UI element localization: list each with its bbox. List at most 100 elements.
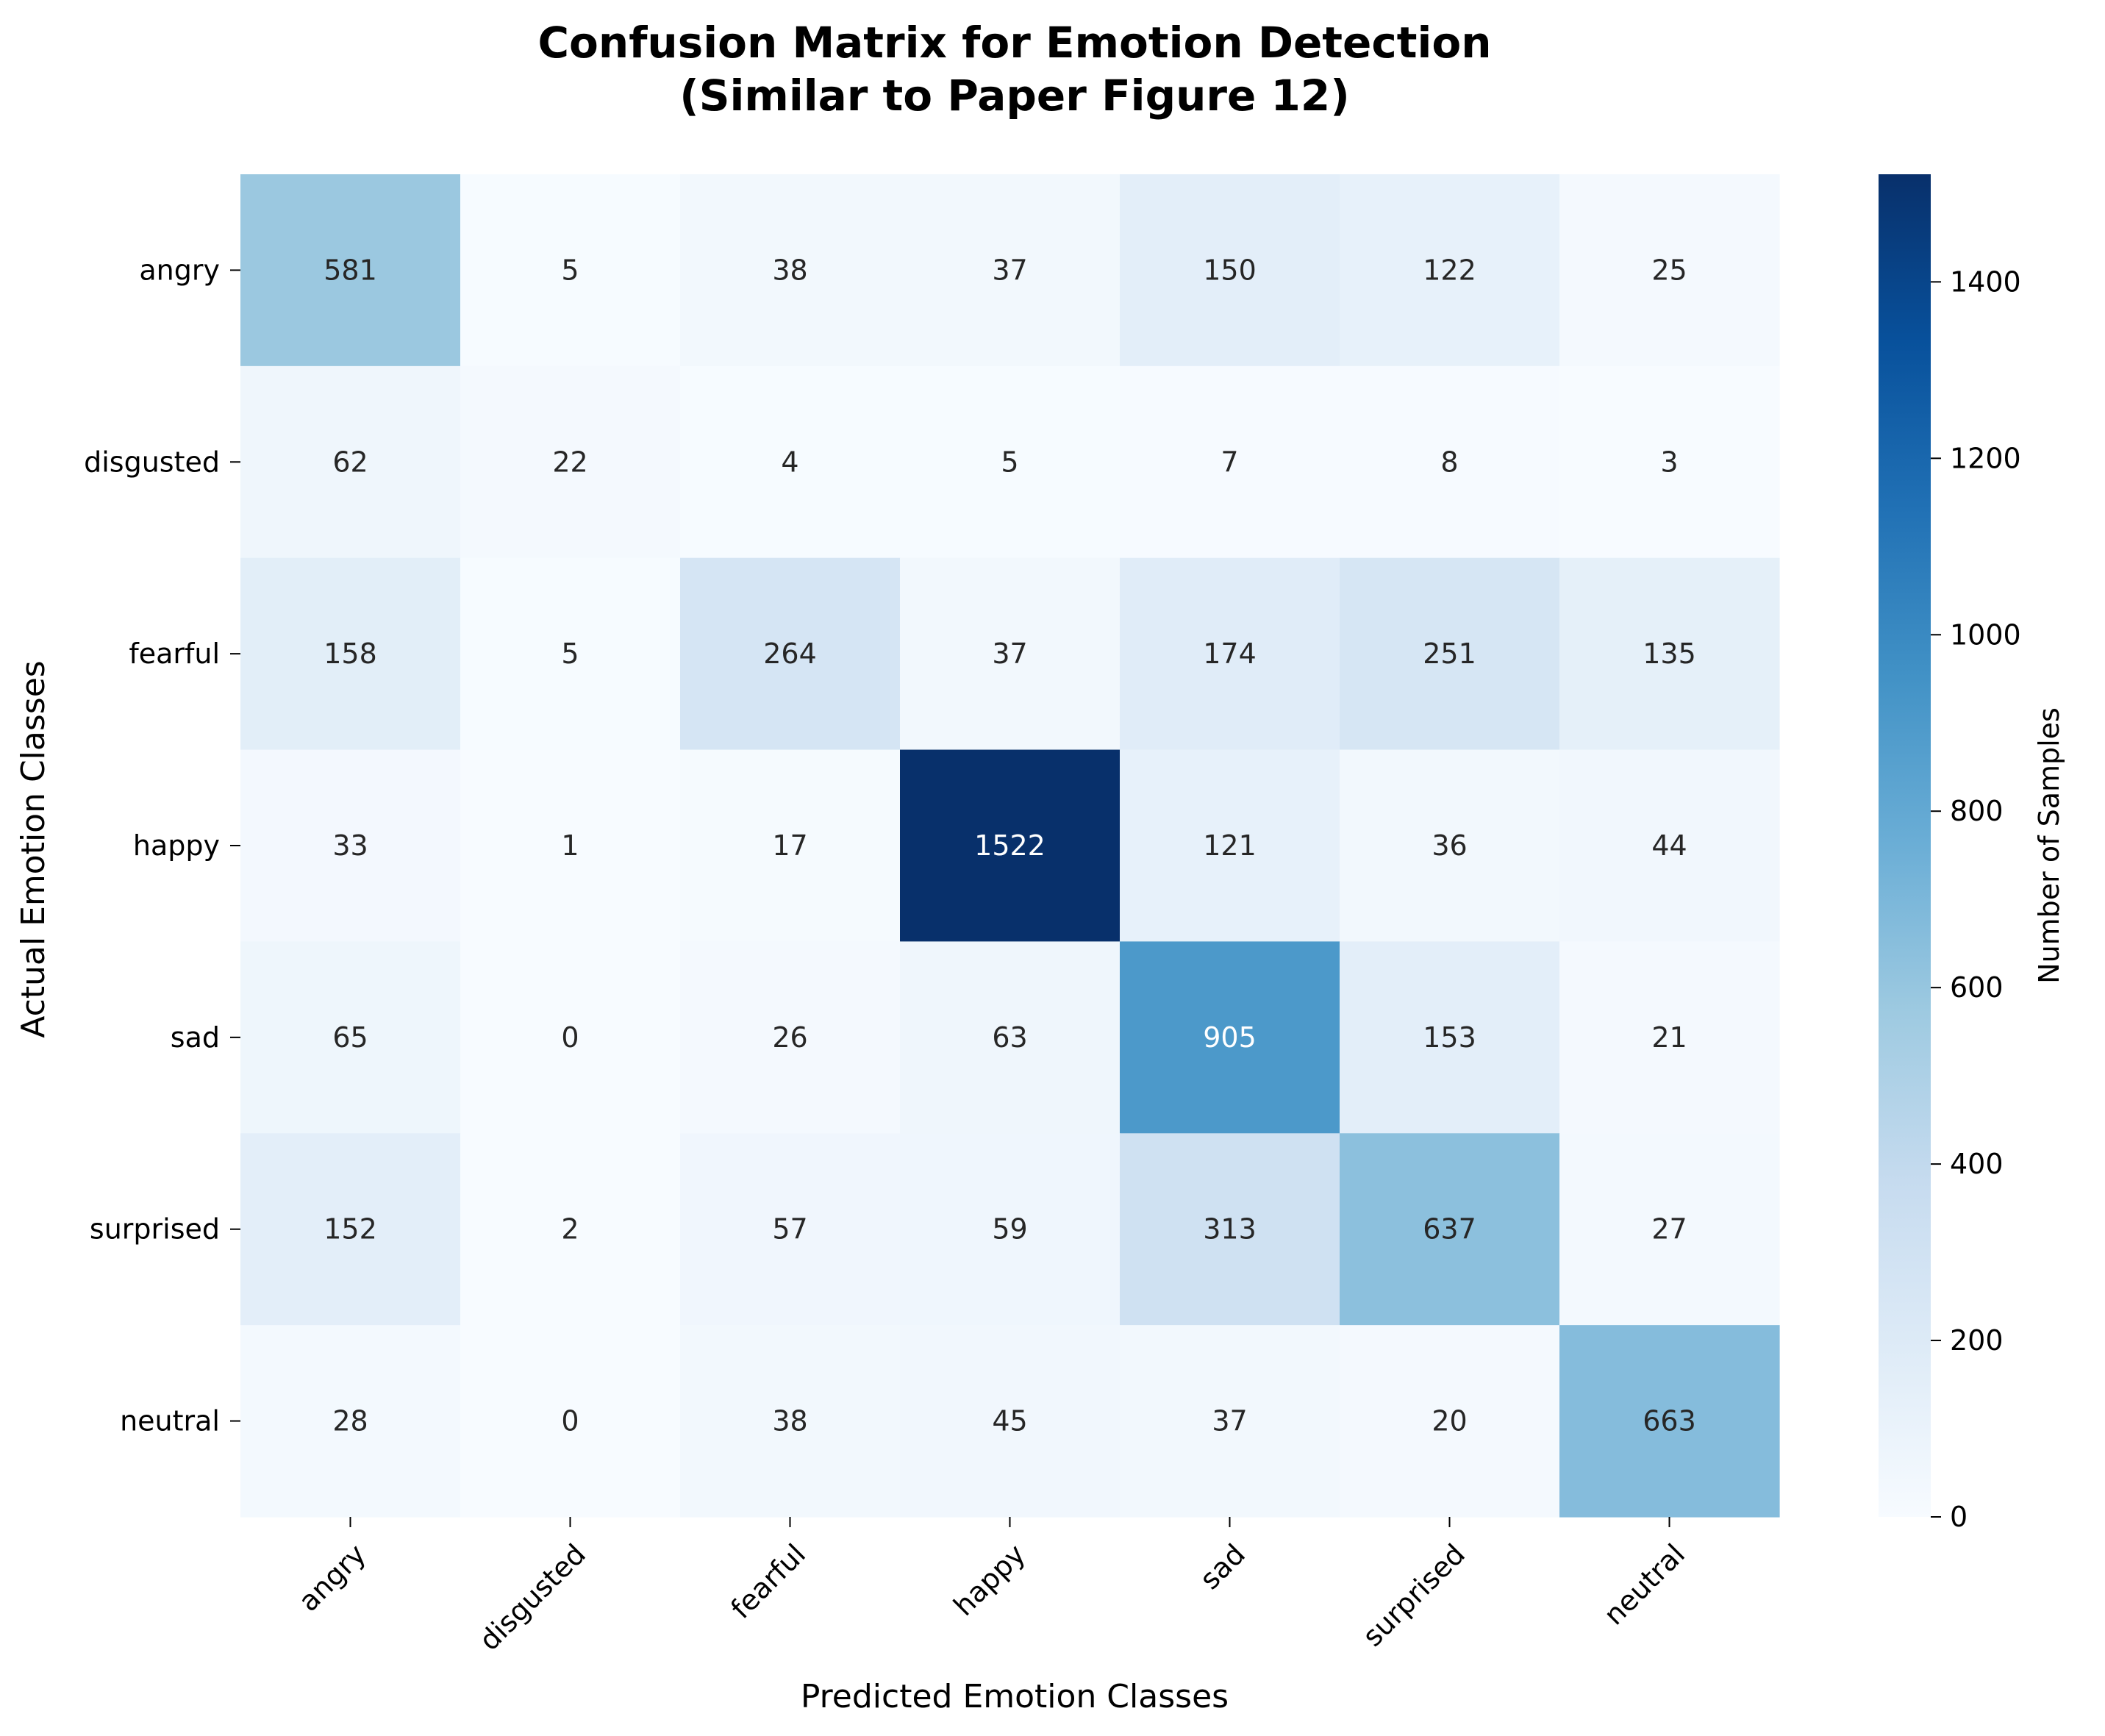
heatmap-cell [1340,557,1560,751]
heatmap-cell [900,557,1121,751]
colorbar-tick-label: 1000 [1950,618,2021,651]
heatmap-cell [240,365,461,559]
heatmap-cell [1559,365,1780,559]
cell-value-label: 1 [561,829,579,862]
cell-value-label: 38 [772,1405,807,1437]
cell-value-label: 158 [324,637,377,670]
cell-value-label: 38 [772,254,807,286]
y-tick-label: angry [139,254,220,286]
heatmap-cell [1559,941,1780,1134]
cell-value-label: 33 [332,829,368,862]
cell-value-label: 22 [552,446,587,478]
cell-value-label: 37 [992,637,1027,670]
heatmap-cell [900,365,1121,559]
heatmap-cell [680,941,901,1134]
colorbar-tick-label: 600 [1950,971,2004,1004]
cell-value-label: 5 [561,637,579,670]
heatmap-cell [460,749,681,943]
cell-value-label: 20 [1432,1405,1467,1437]
cell-value-label: 26 [772,1021,807,1054]
cell-value-label: 905 [1203,1021,1257,1054]
heatmap-cell [1340,1133,1560,1326]
heatmap-cell [1559,1133,1780,1326]
cell-value-label: 152 [324,1213,377,1246]
y-tick-label: surprised [90,1213,220,1246]
heatmap-cell [680,365,901,559]
heatmap-cell [1120,557,1340,751]
colorbar-tick-label: 1400 [1950,265,2021,298]
heatmap-cell [680,749,901,943]
heatmap-cell [1120,174,1340,367]
x-axis: angry disgusted fearful happy sad surprised ne… [292,1517,1691,1657]
cell-value-label: 5 [1001,446,1018,478]
heatmap-cells [240,174,1780,1518]
heatmap-cell [1559,174,1780,367]
heatmap-cell [1340,941,1560,1134]
chart-title-line2: (Similar to Paper Figure 12) [679,71,1349,121]
heatmap-cell [680,557,901,751]
cell-value-label: 264 [763,637,817,670]
heatmap-cell [1559,749,1780,943]
y-tick-label: happy [133,829,220,862]
y-tick-label: disgusted [84,446,220,478]
x-tick-label: neutral [1598,1537,1691,1631]
heatmap-cell [240,557,461,751]
heatmap-cell [1120,749,1340,943]
cell-value-label: 44 [1651,829,1687,862]
heatmap-cell [900,1325,1121,1518]
colorbar-tick-label: 0 [1950,1501,1968,1533]
cell-value-label: 37 [992,254,1027,286]
heatmap-cell [460,1133,681,1326]
cell-value-label: 59 [992,1213,1027,1246]
cell-value-label: 36 [1432,829,1467,862]
colorbar-gradient [1879,174,1931,1517]
heatmap-cell [240,1325,461,1518]
x-tick-label: happy [947,1537,1032,1622]
cell-value-label: 21 [1651,1021,1687,1054]
heatmap-cell [1120,1325,1340,1518]
cell-value-label: 174 [1203,637,1257,670]
y-axis-title: Actual Emotion Classes [15,660,52,1037]
heatmap-cell [1120,1133,1340,1326]
y-tick-label: neutral [120,1405,220,1437]
colorbar: 0 200 400 600 800 1000 1200 1400 [1879,174,2021,1533]
heatmap-cell [240,941,461,1134]
chart-title-line1: Confusion Matrix for Emotion Detection [537,18,1491,68]
cell-value-label: 7 [1221,446,1238,478]
cell-value-label: 37 [1212,1405,1247,1437]
cell-value-label: 2 [561,1213,579,1246]
heatmap-cell [240,174,461,367]
heatmap-cell [1559,1325,1780,1518]
cell-value-label: 65 [332,1021,368,1054]
cell-value-label: 637 [1423,1213,1476,1246]
cell-value-label: 8 [1440,446,1458,478]
x-axis-title: Predicted Emotion Classes [801,1678,1229,1715]
heatmap-cell [1120,365,1340,559]
cell-value-label: 122 [1423,254,1476,286]
cell-value-label: 62 [332,446,368,478]
heatmap-cell [240,1133,461,1326]
cell-value-label: 17 [772,829,807,862]
cell-value-label: 150 [1203,254,1257,286]
heatmap-cell [240,749,461,943]
cell-value-label: 25 [1651,254,1687,286]
cell-value-label: 1522 [974,829,1046,862]
y-tick-label: fearful [129,637,220,670]
heatmap-cell [1559,557,1780,751]
cell-value-label: 135 [1643,637,1696,670]
cell-value-label: 251 [1423,637,1476,670]
x-tick-label: disgusted [473,1537,592,1657]
colorbar-tick-label: 400 [1950,1148,2004,1180]
cell-value-label: 63 [992,1021,1027,1054]
x-tick-label: angry [292,1537,372,1618]
cell-value-label: 45 [992,1405,1027,1437]
cell-value-label: 153 [1423,1021,1476,1054]
heatmap-cell [1340,749,1560,943]
heatmap-cell [900,174,1121,367]
heatmap-cell [1120,941,1340,1134]
cell-value-label: 27 [1651,1213,1687,1246]
colorbar-tick-label: 200 [1950,1324,2004,1357]
heatmap-cell [460,1325,681,1518]
